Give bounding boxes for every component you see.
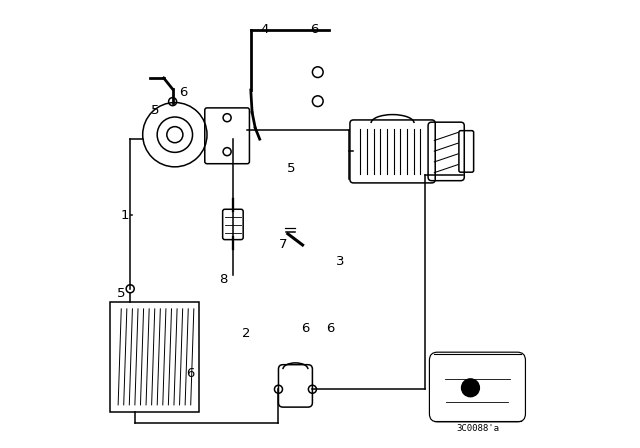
Text: 5: 5 [150, 103, 159, 116]
Text: 3C0088'a: 3C0088'a [456, 424, 499, 433]
Text: 6: 6 [180, 86, 188, 99]
Text: 2: 2 [242, 327, 250, 340]
Text: 6: 6 [301, 323, 310, 336]
Text: 7: 7 [279, 237, 287, 250]
Text: 1: 1 [120, 209, 129, 222]
Text: 6: 6 [310, 23, 319, 36]
Text: 3: 3 [336, 255, 344, 268]
Text: 6: 6 [326, 323, 334, 336]
Text: 5: 5 [117, 287, 125, 300]
Circle shape [461, 379, 479, 397]
Text: 8: 8 [219, 273, 227, 286]
Text: 5: 5 [287, 162, 295, 175]
Text: 6: 6 [186, 367, 195, 380]
Bar [110, 302, 200, 412]
Text: 4: 4 [260, 23, 268, 36]
